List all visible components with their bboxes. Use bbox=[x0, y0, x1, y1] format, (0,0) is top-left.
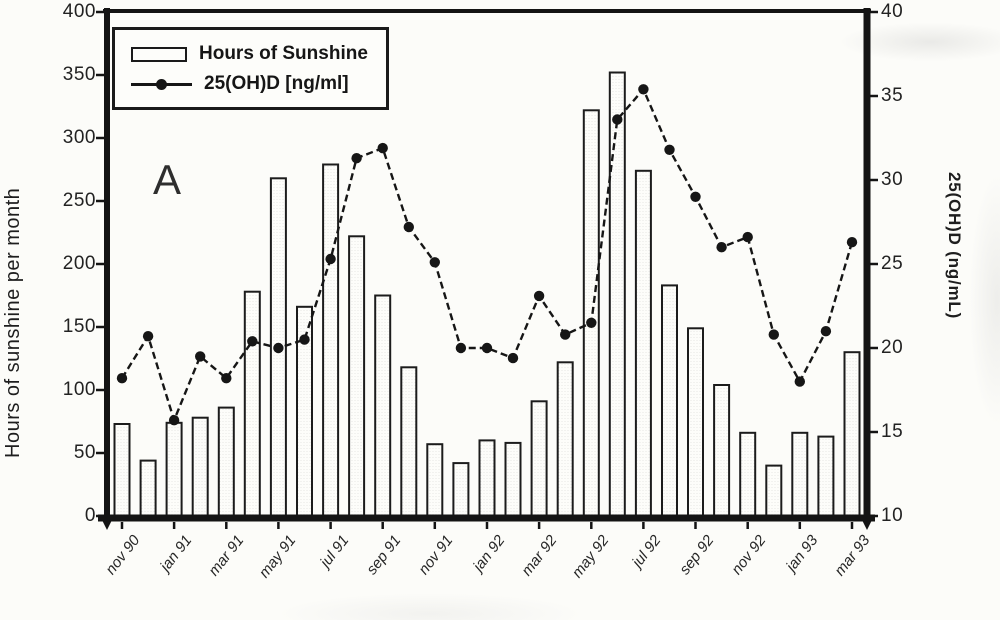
vitamin-d-marker-dec91 bbox=[455, 342, 467, 354]
left-axis-tick-100: 100 bbox=[62, 379, 96, 400]
vitamin-d-marker-jul91 bbox=[325, 253, 336, 265]
sunshine-bar-mar93 bbox=[843, 351, 861, 518]
sunshine-bar-dec92 bbox=[765, 464, 783, 518]
vitamin-d-marker-jun92 bbox=[612, 114, 623, 125]
legend-box: Hours of Sunshine 25(OH)D [ng/ml] bbox=[112, 27, 389, 110]
sunshine-bar-jan93 bbox=[791, 431, 809, 517]
vitamin-d-marker-nov90 bbox=[116, 373, 128, 384]
sunshine-bar-nov92 bbox=[739, 431, 757, 517]
vitamin-d-marker-sep92 bbox=[690, 191, 701, 202]
left-axis-tick-250: 250 bbox=[62, 190, 96, 211]
right-axis-tick-10: 10 bbox=[881, 505, 904, 526]
vitamin-d-marker-jul92 bbox=[638, 84, 649, 95]
left-axis-tick-150: 150 bbox=[62, 316, 96, 337]
sunshine-bars bbox=[113, 71, 861, 518]
legend-label-vitamin-d: 25(OH)D [ng/ml] bbox=[204, 73, 349, 94]
sunshine-bar-dec90 bbox=[139, 459, 157, 518]
vitamin-d-marker-jan92 bbox=[481, 342, 493, 354]
sunshine-bar-feb92 bbox=[504, 441, 522, 517]
sunshine-bar-jul92 bbox=[634, 169, 652, 518]
vitamin-d-marker-dec92 bbox=[768, 329, 779, 340]
left-axis-title: Hours of sunshine per month bbox=[2, 187, 24, 458]
vitamin-d-marker-aug91 bbox=[351, 153, 362, 164]
right-axis-tick-40: 40 bbox=[881, 1, 904, 22]
vitamin-d-marker-feb93 bbox=[820, 326, 832, 337]
sunshine-bar-sep92 bbox=[687, 327, 704, 517]
vitamin-d-marker-sep91 bbox=[377, 142, 388, 154]
axes bbox=[96, 8, 878, 530]
sunshine-bar-aug91 bbox=[348, 235, 366, 518]
left-axis-tick-400: 400 bbox=[62, 1, 96, 22]
vitamin-d-marker-mar91 bbox=[221, 373, 232, 384]
sunshine-bar-mar91 bbox=[217, 406, 235, 518]
sunshine-bar-jan91 bbox=[165, 421, 183, 517]
sunshine-bar-jan92 bbox=[478, 439, 496, 517]
right-axis-tick-30: 30 bbox=[881, 169, 904, 190]
sunshine-bar-apr91 bbox=[243, 290, 261, 518]
sunshine-bar-mar92 bbox=[530, 400, 548, 517]
sunshine-bar-feb93 bbox=[817, 435, 835, 518]
left-axis-tick-50: 50 bbox=[73, 442, 96, 463]
vitamin-d-marker-feb92 bbox=[507, 352, 519, 364]
vitamin-d-marker-jun91 bbox=[299, 334, 310, 345]
legend-row-vitamin-d: 25(OH)D [ng/ml] bbox=[131, 69, 368, 99]
vitamin-d-marker-jan93 bbox=[794, 376, 805, 387]
sunshine-bar-feb91 bbox=[191, 416, 209, 518]
sunshine-bar-nov91 bbox=[426, 443, 444, 518]
sunshine-bar-jun92 bbox=[608, 71, 626, 517]
sunshine-bar-oct92 bbox=[713, 384, 731, 517]
sunshine-bar-aug92 bbox=[661, 284, 678, 517]
sunshine-bar-nov90 bbox=[113, 423, 131, 517]
bar-swatch-icon bbox=[131, 46, 187, 62]
sunshine-bar-may92 bbox=[582, 109, 600, 518]
left-axis-tick-300: 300 bbox=[62, 127, 96, 148]
left-axis-tick-200: 200 bbox=[62, 253, 96, 274]
vitamin-d-marker-nov91 bbox=[429, 257, 440, 268]
right-axis-tick-15: 15 bbox=[881, 421, 904, 442]
vitamin-d-marker-aug92 bbox=[664, 144, 675, 155]
vitamin-d-marker-jan91 bbox=[168, 415, 180, 426]
vitamin-d-marker-apr91 bbox=[247, 336, 258, 347]
right-axis-tick-35: 35 bbox=[881, 85, 904, 106]
sunshine-bar-jul91 bbox=[322, 163, 340, 517]
sunshine-bar-dec91 bbox=[452, 462, 470, 518]
legend-label-sunshine: Hours of Sunshine bbox=[199, 43, 368, 64]
vitamin-d-marker-oct91 bbox=[403, 221, 414, 233]
vitamin-d-marker-mar92 bbox=[533, 290, 545, 302]
left-axis-tick-0: 0 bbox=[84, 505, 96, 526]
vitamin-d-line bbox=[116, 84, 858, 426]
right-axis-tick-20: 20 bbox=[881, 337, 904, 358]
left-axis-tick-350: 350 bbox=[62, 64, 96, 85]
vitamin-d-marker-mar93 bbox=[846, 237, 858, 248]
sunshine-bar-sep91 bbox=[374, 294, 392, 517]
sunshine-bar-oct91 bbox=[400, 366, 418, 517]
vitamin-d-marker-may91 bbox=[273, 342, 284, 354]
vitamin-d-marker-nov92 bbox=[742, 231, 753, 243]
vitamin-d-marker-may92 bbox=[586, 317, 597, 328]
sunshine-bar-apr92 bbox=[556, 361, 574, 517]
line-marker-swatch-icon bbox=[131, 77, 192, 92]
right-axis-tick-25: 25 bbox=[881, 253, 904, 274]
vitamin-d-marker-oct92 bbox=[716, 242, 727, 253]
panel-label: A bbox=[153, 156, 182, 203]
vitamin-d-marker-feb91 bbox=[195, 351, 206, 362]
right-axis-title: 25(OH)D (ng/mL) bbox=[945, 172, 964, 320]
vitamin-d-marker-dec90 bbox=[142, 331, 154, 342]
legend-row-sunshine: Hours of Sunshine bbox=[131, 39, 368, 69]
vitamin-d-marker-apr92 bbox=[560, 329, 571, 340]
